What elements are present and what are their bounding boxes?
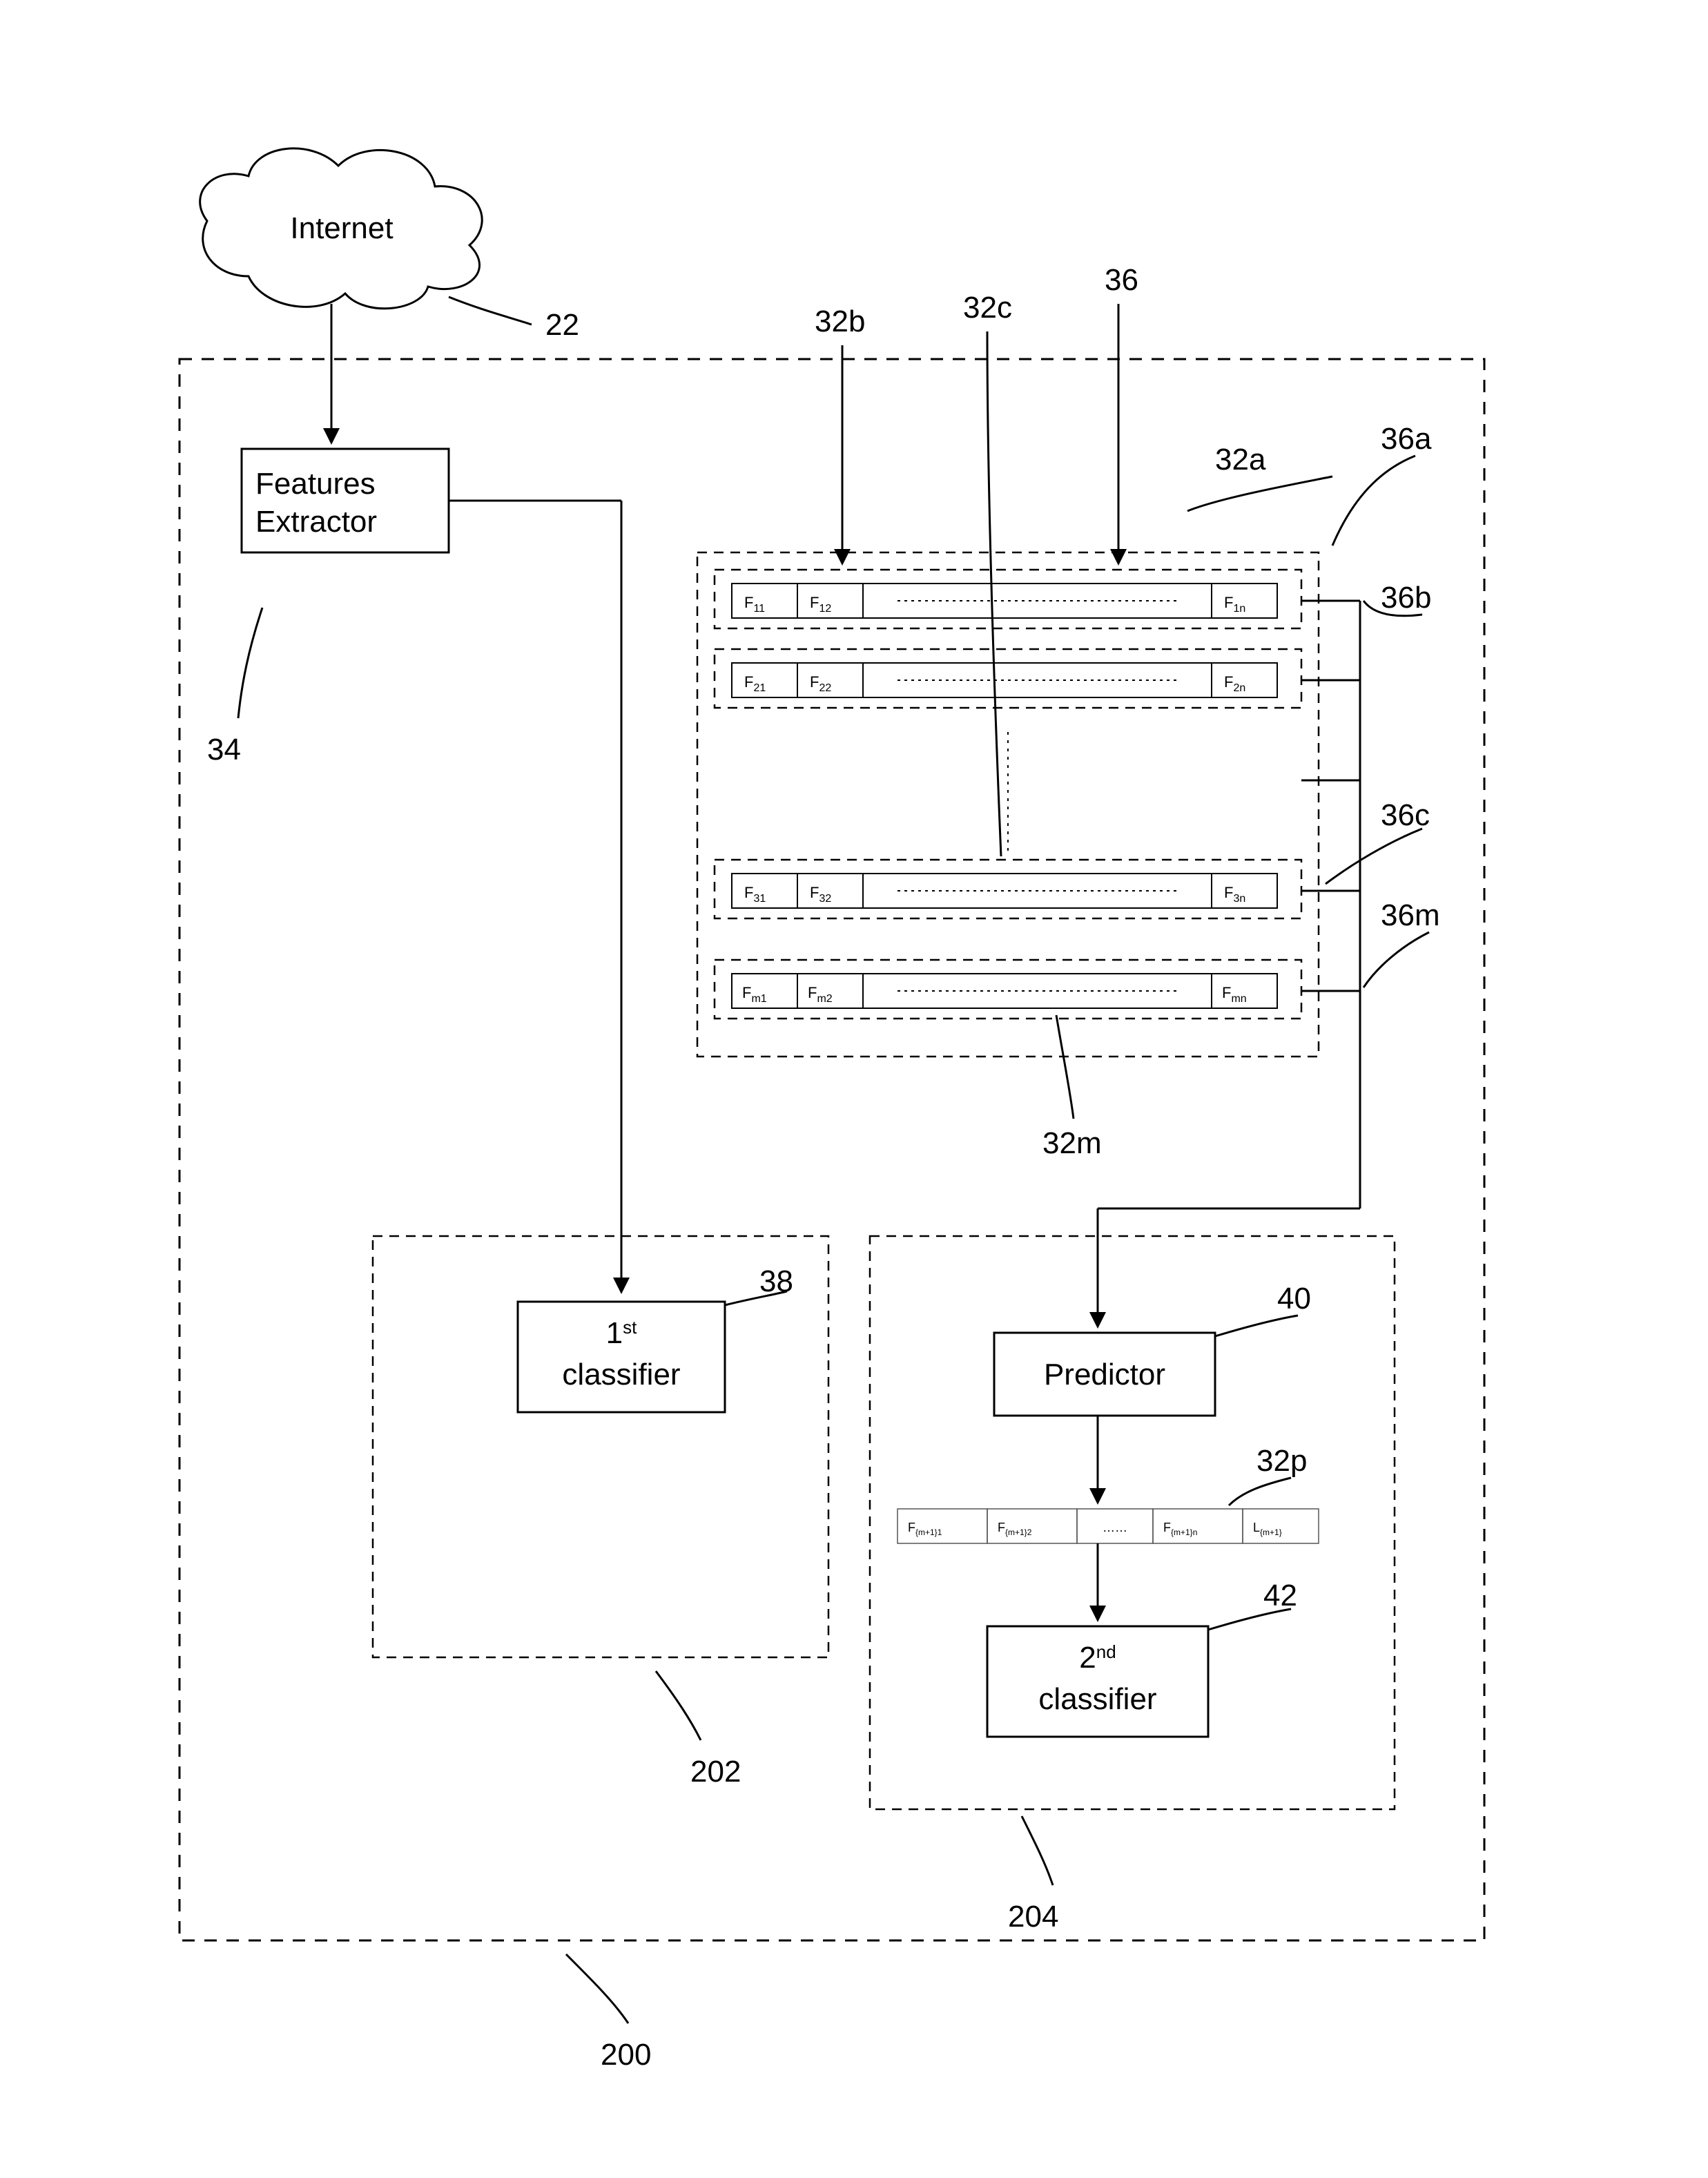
- svg-text:F2n: F2n: [1224, 673, 1245, 694]
- features-extractor-l1: Features: [255, 467, 376, 501]
- rowm-dash: [715, 960, 1301, 1019]
- leader-22: [449, 297, 532, 325]
- ref-32p: 32p: [1256, 1444, 1307, 1478]
- ref-22: 22: [545, 308, 579, 342]
- svg-text:Fm2: Fm2: [808, 984, 833, 1005]
- rowm: Fm1 Fm2 Fmn: [732, 974, 1277, 1008]
- leader-202: [656, 1671, 701, 1740]
- leader-36m: [1364, 932, 1429, 987]
- svg-text:F{m+1}n: F{m+1}n: [1163, 1521, 1197, 1537]
- svg-text:Fm1: Fm1: [742, 984, 767, 1005]
- classifier2-l2: classifier: [1038, 1682, 1156, 1716]
- classifier2-l1: 2nd: [1079, 1641, 1116, 1675]
- ref-32b: 32b: [815, 305, 865, 338]
- internet-label: Internet: [290, 211, 393, 245]
- svg-text:……: ……: [1103, 1521, 1127, 1534]
- subsystem-204: [870, 1236, 1395, 1809]
- row1: F11 F12 F1n: [732, 584, 1277, 618]
- ref-40: 40: [1277, 1282, 1311, 1316]
- classifier1-l2: classifier: [562, 1358, 680, 1391]
- leader-40: [1215, 1316, 1298, 1336]
- leader-34: [238, 608, 262, 718]
- row2: F21 F22 F2n: [732, 663, 1277, 697]
- row3: F31 F32 F3n: [732, 874, 1277, 908]
- predictor-label: Predictor: [1044, 1358, 1165, 1391]
- classifier1-l1: 1st: [606, 1316, 637, 1350]
- leader-36a: [1332, 456, 1415, 546]
- svg-text:L{m+1}: L{m+1}: [1253, 1521, 1282, 1537]
- leader-204: [1022, 1816, 1053, 1885]
- leader-200: [566, 1954, 628, 2023]
- internet-cloud: Internet: [200, 148, 483, 309]
- svg-text:F3n: F3n: [1224, 884, 1245, 905]
- svg-text:F12: F12: [810, 594, 831, 615]
- system-box: [179, 359, 1484, 1940]
- ref-32m: 32m: [1042, 1126, 1102, 1160]
- ref-32a: 32a: [1215, 443, 1266, 476]
- row3-dash: [715, 860, 1301, 918]
- svg-text:F31: F31: [744, 884, 766, 905]
- ref-36c: 36c: [1381, 798, 1430, 832]
- subsystem-202: [373, 1236, 828, 1657]
- svg-text:F{m+1}2: F{m+1}2: [998, 1521, 1032, 1537]
- ref-36m: 36m: [1381, 898, 1440, 932]
- svg-text:Fmn: Fmn: [1222, 984, 1247, 1005]
- svg-text:F22: F22: [810, 673, 831, 694]
- svg-text:F{m+1}1: F{m+1}1: [908, 1521, 942, 1537]
- leader-36c: [1326, 829, 1422, 884]
- leader-32a: [1187, 476, 1332, 511]
- ref-36: 36: [1105, 263, 1138, 297]
- leader-32c: [987, 331, 1001, 856]
- ref-36b: 36b: [1381, 581, 1431, 615]
- row2-dash: [715, 649, 1301, 708]
- leader-32m: [1056, 1015, 1074, 1119]
- svg-text:F32: F32: [810, 884, 831, 905]
- ref-34: 34: [207, 733, 241, 767]
- ref-38: 38: [759, 1264, 793, 1298]
- ref-200: 200: [601, 2038, 651, 2072]
- diagram-canvas: Internet 22 Features Extractor 34 32b 32…: [0, 0, 1708, 2178]
- leader-32p: [1229, 1478, 1291, 1505]
- svg-text:F11: F11: [744, 594, 765, 615]
- svg-text:F21: F21: [744, 673, 766, 694]
- ref-204: 204: [1008, 1900, 1058, 1934]
- svg-text:F1n: F1n: [1224, 594, 1245, 615]
- features-extractor-l2: Extractor: [255, 505, 377, 539]
- ref-202: 202: [690, 1755, 741, 1789]
- predicted-row: F{m+1}1 F{m+1}2 …… F{m+1}n L{m+1}: [897, 1509, 1319, 1543]
- row1-dash: [715, 570, 1301, 628]
- ref-42: 42: [1263, 1579, 1297, 1612]
- ref-36a: 36a: [1381, 422, 1432, 456]
- ref-32c: 32c: [963, 291, 1012, 325]
